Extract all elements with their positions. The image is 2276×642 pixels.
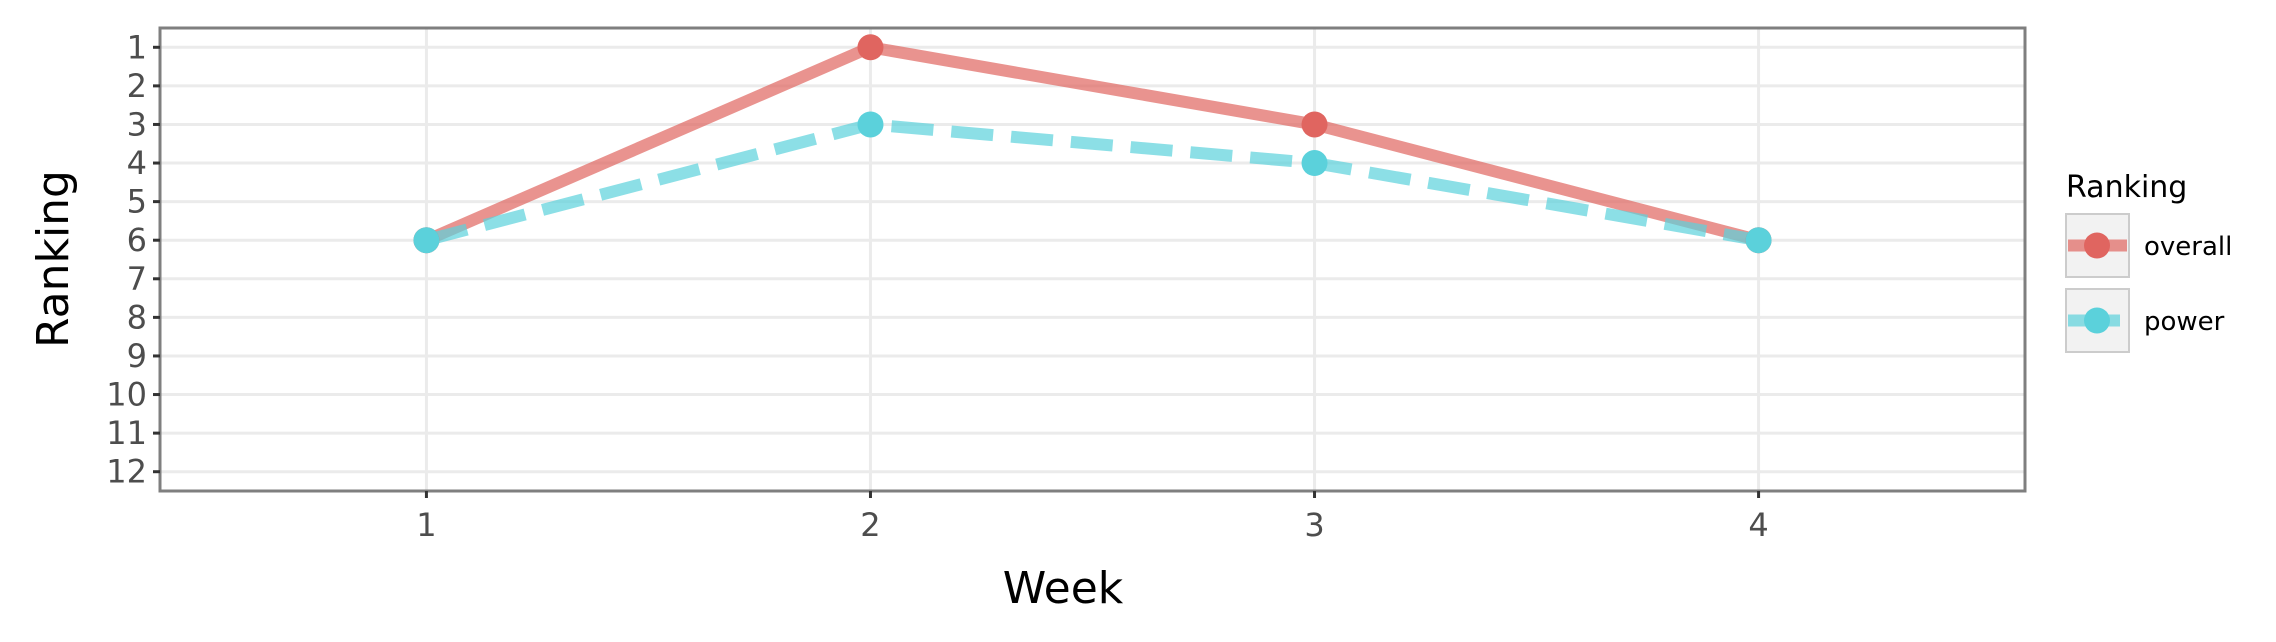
legend-key-point-power: [2084, 307, 2110, 334]
y-tick-label: 3: [127, 105, 147, 143]
point-power: [413, 227, 440, 254]
legend-label-power: power: [2144, 307, 2225, 337]
point-power: [857, 111, 884, 138]
point-overall: [1301, 111, 1328, 138]
y-tick-label: 11: [106, 414, 147, 452]
series-lines: [424, 41, 1761, 247]
y-tick-label: 4: [127, 144, 147, 182]
y-tick-label: 6: [127, 221, 147, 259]
y-tick-label: 12: [106, 453, 147, 491]
point-power: [1301, 150, 1328, 177]
plot-panel: [160, 28, 2025, 491]
x-tick-label: 1: [416, 506, 436, 544]
legend-title: Ranking: [2066, 170, 2187, 205]
y-tick-label: 10: [106, 376, 147, 414]
y-tick-label: 2: [127, 67, 147, 105]
legend: Ranking overall power: [2065, 170, 2232, 353]
y-tick-label: 1: [127, 28, 147, 66]
x-tick-label: 3: [1304, 506, 1324, 544]
y-tick-label: 7: [127, 260, 147, 298]
point-overall: [857, 34, 884, 61]
x-axis-title: Week: [1003, 563, 1124, 614]
series-line-overall: [424, 41, 1761, 247]
legend-key-point-overall: [2084, 232, 2110, 259]
x-tick-label: 4: [1748, 506, 1768, 544]
legend-items: overall power: [2065, 213, 2232, 353]
series-points: [413, 34, 1772, 254]
y-tick-label: 5: [127, 183, 147, 221]
plot-border: [158, 26, 2027, 493]
x-tick-label: 2: [860, 506, 880, 544]
series-line-power: [424, 118, 1760, 247]
point-power: [1745, 227, 1772, 254]
legend-label-overall: overall: [2144, 232, 2232, 262]
y-tick-label: 9: [127, 337, 147, 375]
y-axis-title: Ranking: [28, 170, 79, 348]
y-tick-label: 8: [127, 298, 147, 336]
